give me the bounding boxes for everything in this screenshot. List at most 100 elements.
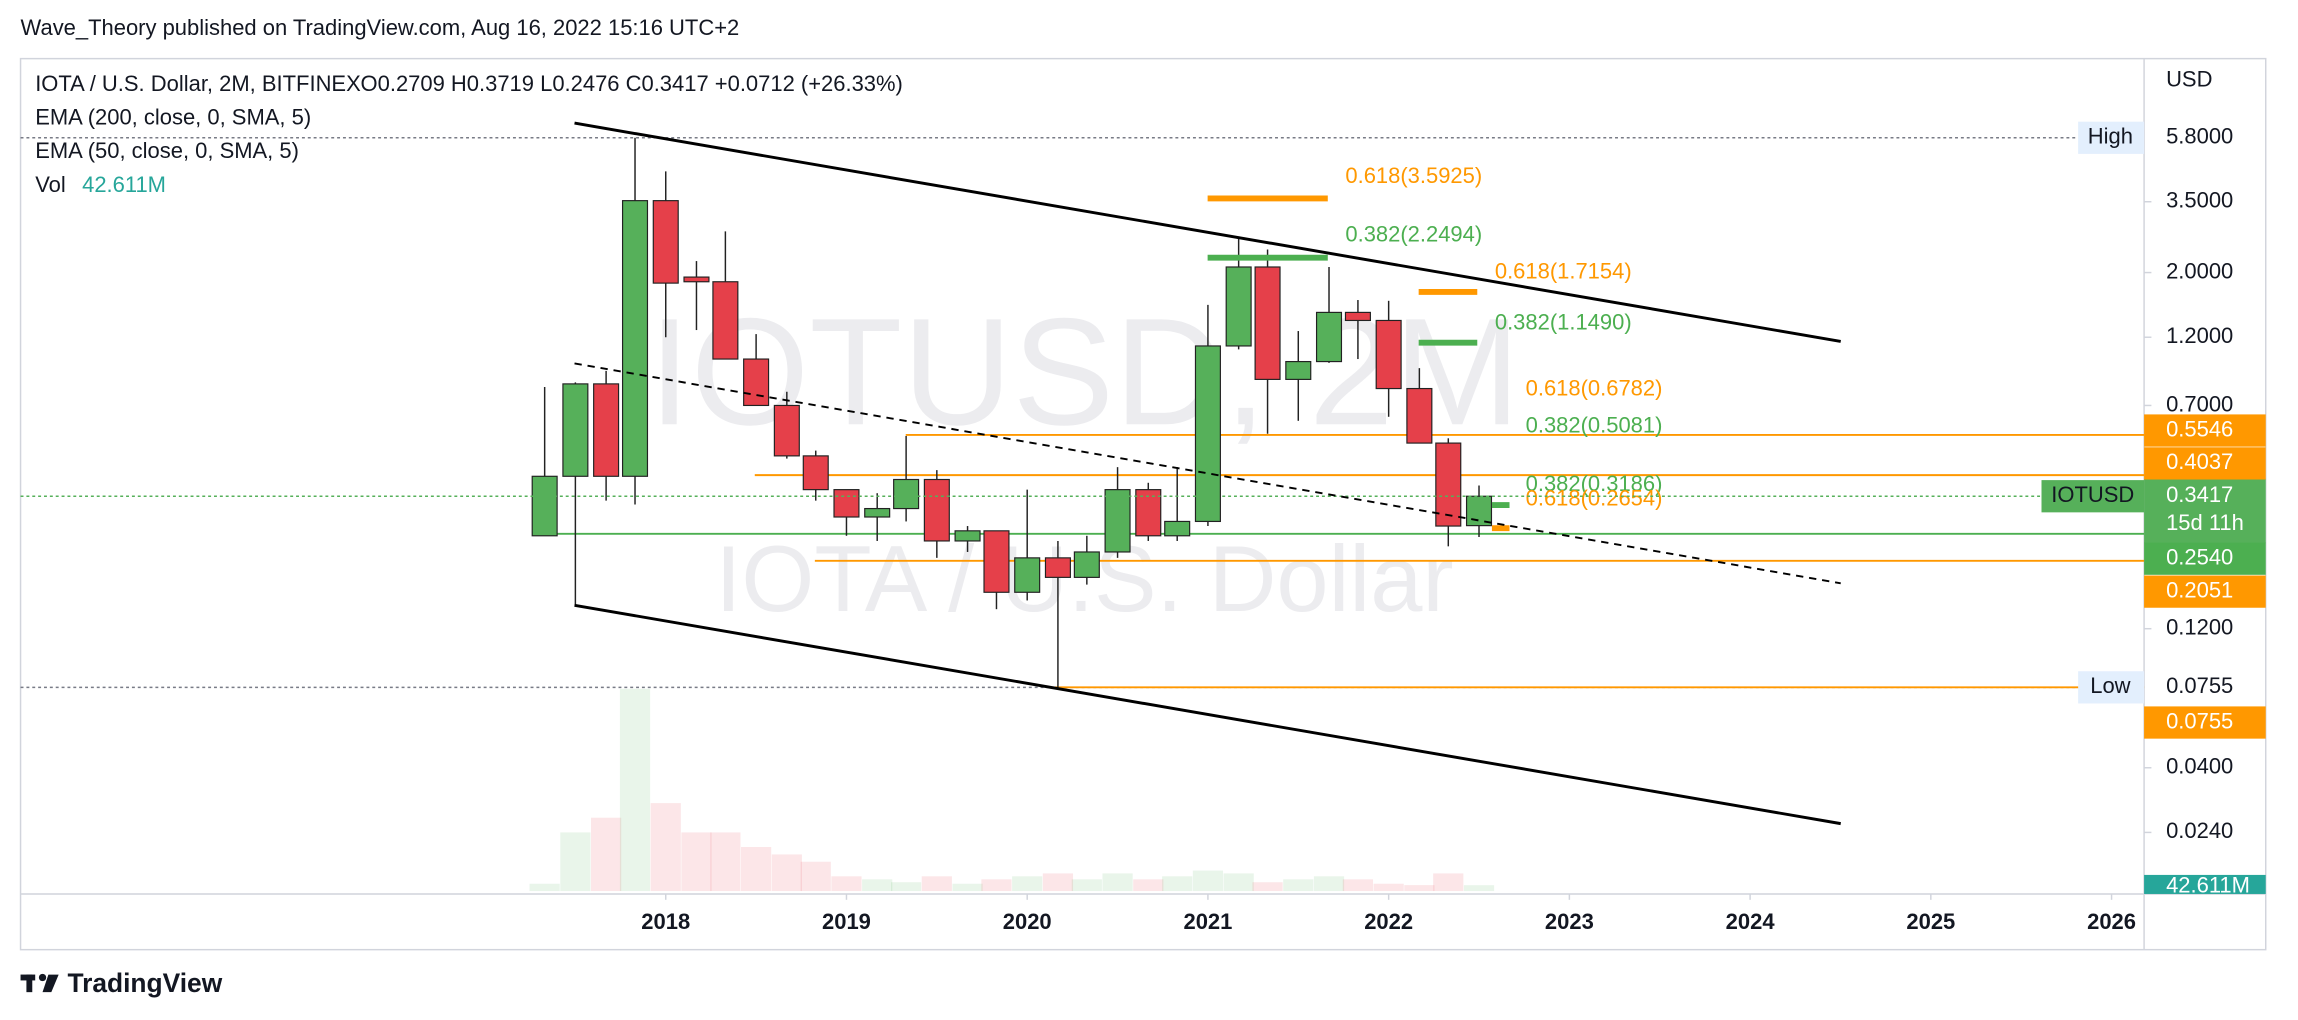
- candle-body: [1285, 360, 1312, 380]
- x-tick-label: 2018: [641, 909, 690, 934]
- candle-body: [743, 358, 770, 407]
- y-tick-label: 0.1200: [2166, 615, 2233, 640]
- brand-logo: [20, 973, 59, 993]
- symbol-label: IOTUSD: [2051, 482, 2134, 507]
- symbol-badge: [2041, 480, 2145, 513]
- candle-body: [1225, 266, 1252, 347]
- header: Wave_Theory published on TradingView.com…: [21, 15, 740, 40]
- x-tick-label: 2025: [1906, 909, 1955, 934]
- candle-body: [1315, 311, 1343, 363]
- level-label: 0.2540: [2166, 545, 2233, 570]
- candle-body: [593, 383, 620, 477]
- candle-body: [1375, 319, 1402, 390]
- extreme-badge: [2078, 671, 2145, 704]
- candle-body: [683, 276, 710, 283]
- volume-bar: [1071, 879, 1102, 892]
- volume-bar: [1133, 879, 1164, 892]
- level-label: 0.0755: [2166, 708, 2233, 733]
- y-tick-label: 0.0400: [2166, 754, 2233, 779]
- volume-bar: [619, 688, 651, 892]
- candle-body: [712, 281, 739, 360]
- axis-unit: USD: [2166, 66, 2212, 91]
- extreme-label: High: [2088, 124, 2133, 149]
- fib-label: 0.382(1.1490): [1495, 310, 1632, 335]
- volume-bar: [1042, 873, 1074, 892]
- candle-body: [833, 489, 860, 518]
- candle-body: [652, 200, 679, 284]
- logo-part: [26, 974, 33, 993]
- legend-indicator: EMA (50, close, 0, SMA, 5): [35, 138, 299, 163]
- fib-label: 0.382(0.5081): [1526, 412, 1663, 437]
- channel-mid: [574, 362, 1841, 585]
- x-tick-label: 2022: [1364, 909, 1413, 934]
- fib-label: 0.382(0.3186): [1526, 471, 1663, 496]
- fib-label: 0.618(0.2654): [1526, 486, 1663, 511]
- level-badge: [2144, 706, 2266, 739]
- countdown: 15d 11h: [2166, 510, 2244, 535]
- volume-bar: [921, 876, 952, 892]
- x-tick-label: 2019: [822, 909, 871, 934]
- legend-ohlc: O0.2709 H0.3719 L0.2476 C0.3417 +0.0712 …: [361, 71, 903, 96]
- candle-body: [621, 200, 649, 477]
- volume-bar: [650, 803, 681, 892]
- fib-label: 0.618(3.5925): [1345, 163, 1482, 188]
- volume-bar: [560, 832, 591, 892]
- candle-body: [923, 478, 950, 542]
- volume-badge: [2144, 874, 2266, 894]
- fib-label: 0.618(1.7154): [1495, 258, 1632, 283]
- x-tick-label: 2024: [1726, 909, 1776, 934]
- y-tick-label: 3.5000: [2166, 188, 2233, 213]
- level-badge: [2144, 575, 2266, 608]
- logo-part: [38, 973, 47, 982]
- channel-lower: [574, 603, 1841, 826]
- candle-body: [1014, 557, 1041, 593]
- plot: 0.618(3.5925) 0.382(2.2494) 0.618(1.7154) 0…: [20, 137, 2145, 892]
- volume-bar: [831, 876, 862, 892]
- last-price: 0.3417: [2166, 482, 2233, 507]
- volume-bar: [1433, 873, 1464, 892]
- x-tick-label: 2020: [1003, 909, 1052, 934]
- x-tick-label: 2023: [1545, 909, 1594, 934]
- candle-body: [1406, 387, 1433, 444]
- last-price-badge: [2144, 478, 2266, 544]
- volume-bar: [952, 883, 983, 892]
- volume-bar: [1012, 876, 1043, 892]
- candle-body: [1104, 489, 1131, 553]
- candle-body: [1164, 520, 1191, 537]
- volume-bar: [681, 832, 712, 892]
- volume-bar: [862, 879, 893, 892]
- candle-body: [1435, 442, 1462, 527]
- volume-bar: [1404, 885, 1435, 892]
- candle-body: [562, 383, 589, 477]
- volume-badge-label: 42.611M: [2166, 872, 2250, 897]
- candle-body: [531, 475, 558, 537]
- volume-bar: [771, 854, 802, 892]
- x-tick-label: 2026: [2087, 909, 2136, 934]
- volume-bar: [1252, 882, 1283, 892]
- logo-part: [42, 974, 59, 993]
- candle-body: [1135, 489, 1162, 537]
- watermark: IOTA / U.S. Dollar: [715, 526, 1453, 631]
- level-label: 0.4037: [2166, 449, 2233, 474]
- channel-upper: [574, 121, 1841, 343]
- level-label: 0.2051: [2166, 577, 2233, 602]
- candle-body: [1344, 311, 1371, 322]
- volume-bar: [741, 847, 772, 892]
- candle-body: [1194, 345, 1221, 523]
- candle-body: [1465, 495, 1493, 527]
- volume-bar: [1313, 876, 1345, 892]
- volume-bar: [800, 861, 831, 892]
- volume-bar: [981, 879, 1012, 892]
- volume-bar: [1373, 883, 1404, 892]
- extreme-label: Low: [2090, 673, 2130, 698]
- y-tick-label: 2.0000: [2166, 258, 2233, 283]
- level-badge: [2144, 542, 2266, 575]
- legend-title: IOTA / U.S. Dollar, 2M, BITFINEX: [35, 71, 361, 96]
- y-tick-label: 0.0240: [2166, 818, 2233, 843]
- level-badge: [2144, 447, 2266, 480]
- volume-bar: [1283, 879, 1314, 892]
- candle-body: [954, 530, 981, 542]
- volume-bar: [891, 882, 922, 892]
- candle-body: [1073, 551, 1100, 578]
